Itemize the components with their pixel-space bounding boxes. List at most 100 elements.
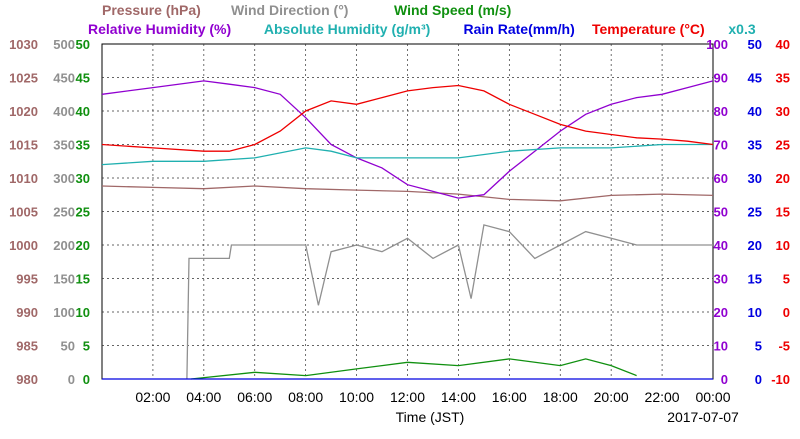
tick-label-wind-speed: 50 (76, 37, 90, 52)
tick-label-rain-rate: 0 (755, 372, 762, 387)
x-tick-label: 02:00 (135, 389, 170, 405)
tick-label-pressure: 980 (16, 372, 38, 387)
tick-label-relative-humidity: 100 (706, 37, 728, 52)
tick-label-pressure: 1000 (9, 238, 38, 253)
tick-label-wind-direction: 200 (53, 238, 75, 253)
tick-label-temperature: 5 (783, 272, 790, 287)
tick-label-rain-rate: 5 (755, 339, 762, 354)
tick-label-wind-speed: 25 (76, 205, 90, 220)
series-line-pressure-hpa (101, 185, 714, 202)
tick-label-wind-direction: 250 (53, 205, 75, 220)
tick-label-rain-rate: 25 (748, 205, 762, 220)
x-tick-label: 10:00 (339, 389, 374, 405)
tick-label-relative-humidity: 80 (714, 104, 728, 119)
x-tick-labels: 02:00 04:00 06:00 08:00 10:00 12:00 14:00 16:00… (135, 389, 730, 405)
grid-lines (102, 44, 713, 379)
x-tick-label: 06:00 (237, 389, 272, 405)
x-tick-label: 18:00 (543, 389, 578, 405)
tick-label-relative-humidity: 10 (714, 339, 728, 354)
tick-label-rain-rate: 20 (748, 238, 762, 253)
tick-label-relative-humidity: 30 (714, 272, 728, 287)
series-line-wind-direction (186, 224, 713, 380)
tick-label-pressure: 1010 (9, 171, 38, 186)
tick-label-relative-humidity: 70 (714, 138, 728, 153)
tick-label-wind-speed: 5 (83, 339, 90, 354)
legend-row1-entry: Wind Direction (°) (231, 2, 348, 18)
x-tick-label: 16:00 (492, 389, 527, 405)
series-line-temperature-c (101, 84, 714, 152)
x-tick-label: 20:00 (594, 389, 629, 405)
x-tick-label: 22:00 (645, 389, 680, 405)
tick-label-temperature: -5 (778, 339, 790, 354)
legend-row2-entry: Rain Rate(mm/h) (464, 21, 575, 37)
x-tick-label: 14:00 (441, 389, 476, 405)
tick-label-wind-speed: 30 (76, 171, 90, 186)
tick-label-wind-speed: 0 (83, 372, 90, 387)
tick-label-rain-rate: 15 (748, 272, 762, 287)
tick-label-wind-speed: 45 (76, 71, 90, 86)
legend-row2-entry: Absolute Humidity (g/m³) (264, 21, 430, 37)
date-label: 2017-07-07 (667, 409, 739, 425)
tick-label-wind-direction: 100 (53, 305, 75, 320)
tick-label-relative-humidity: 60 (714, 171, 728, 186)
tick-label-pressure: 1015 (9, 138, 38, 153)
series-line-wind-speed-m-s (191, 358, 637, 380)
legend-row1-entry: Wind Speed (m/s) (394, 2, 511, 18)
tick-label-rain-rate: 10 (748, 305, 762, 320)
tick-label-rain-rate: 50 (748, 37, 762, 52)
tick-label-temperature: 30 (776, 104, 790, 119)
tick-label-wind-direction: 150 (53, 272, 75, 287)
tick-label-pressure: 1030 (9, 37, 38, 52)
tick-label-temperature: 10 (776, 238, 790, 253)
series-layer (101, 80, 714, 380)
legend-row2-entry: Temperature (°C) (592, 21, 705, 37)
tick-label-wind-direction: 300 (53, 171, 75, 186)
tick-label-temperature: -10 (771, 372, 790, 387)
tick-label-wind-speed: 15 (76, 272, 90, 287)
tick-label-wind-direction: 50 (61, 339, 75, 354)
tick-label-wind-speed: 20 (76, 238, 90, 253)
x-tick-label: 12:00 (390, 389, 425, 405)
tick-label-temperature: 0 (783, 305, 790, 320)
tick-label-wind-direction: 0 (68, 372, 75, 387)
tick-label-temperature: 15 (776, 205, 790, 220)
tick-label-rain-rate: 35 (748, 138, 762, 153)
tick-label-temperature: 35 (776, 71, 790, 86)
tick-label-temperature: 25 (776, 138, 790, 153)
tick-label-relative-humidity: 50 (714, 205, 728, 220)
x-tick-label: 08:00 (288, 389, 323, 405)
tick-label-wind-direction: 450 (53, 71, 75, 86)
series-line-relative-humidity (101, 80, 714, 199)
legend-row1-entry: Pressure (hPa) (102, 2, 201, 18)
tick-label-wind-direction: 400 (53, 104, 75, 119)
series-line-absolute-humidity-g-m (101, 143, 713, 166)
tick-label-rain-rate: 30 (748, 171, 762, 186)
tick-label-rain-rate: 45 (748, 71, 762, 86)
x-tick-label: 00:00 (695, 389, 730, 405)
tick-label-wind-speed: 10 (76, 305, 90, 320)
tick-label-wind-direction: 500 (53, 37, 75, 52)
tick-label-relative-humidity: 90 (714, 71, 728, 86)
tick-label-wind-speed: 35 (76, 138, 90, 153)
legend-row2-entry: Relative Humidity (%) (88, 21, 231, 37)
tick-label-relative-humidity: 0 (721, 372, 728, 387)
tick-label-pressure: 1020 (9, 104, 38, 119)
tick-label-pressure: 990 (16, 305, 38, 320)
x-tick-label: 04:00 (186, 389, 221, 405)
tick-label-temperature: 20 (776, 171, 790, 186)
tick-label-pressure: 1025 (9, 71, 38, 86)
tick-label-relative-humidity: 40 (714, 238, 728, 253)
tick-label-wind-direction: 350 (53, 138, 75, 153)
axis-tick-labels: 9809859909951000100510101015102010251030… (9, 37, 790, 387)
legend: Pressure (hPa) Wind Direction (°) Wind Spe… (88, 2, 756, 37)
tick-label-pressure: 985 (16, 339, 38, 354)
tick-label-rain-rate: 40 (748, 104, 762, 119)
tick-label-relative-humidity: 20 (714, 305, 728, 320)
tick-label-pressure: 995 (16, 272, 38, 287)
tick-label-temperature: 40 (776, 37, 790, 52)
x-axis-label: Time (JST) (396, 409, 465, 425)
tick-label-pressure: 1005 (9, 205, 38, 220)
tick-label-wind-speed: 40 (76, 104, 90, 119)
